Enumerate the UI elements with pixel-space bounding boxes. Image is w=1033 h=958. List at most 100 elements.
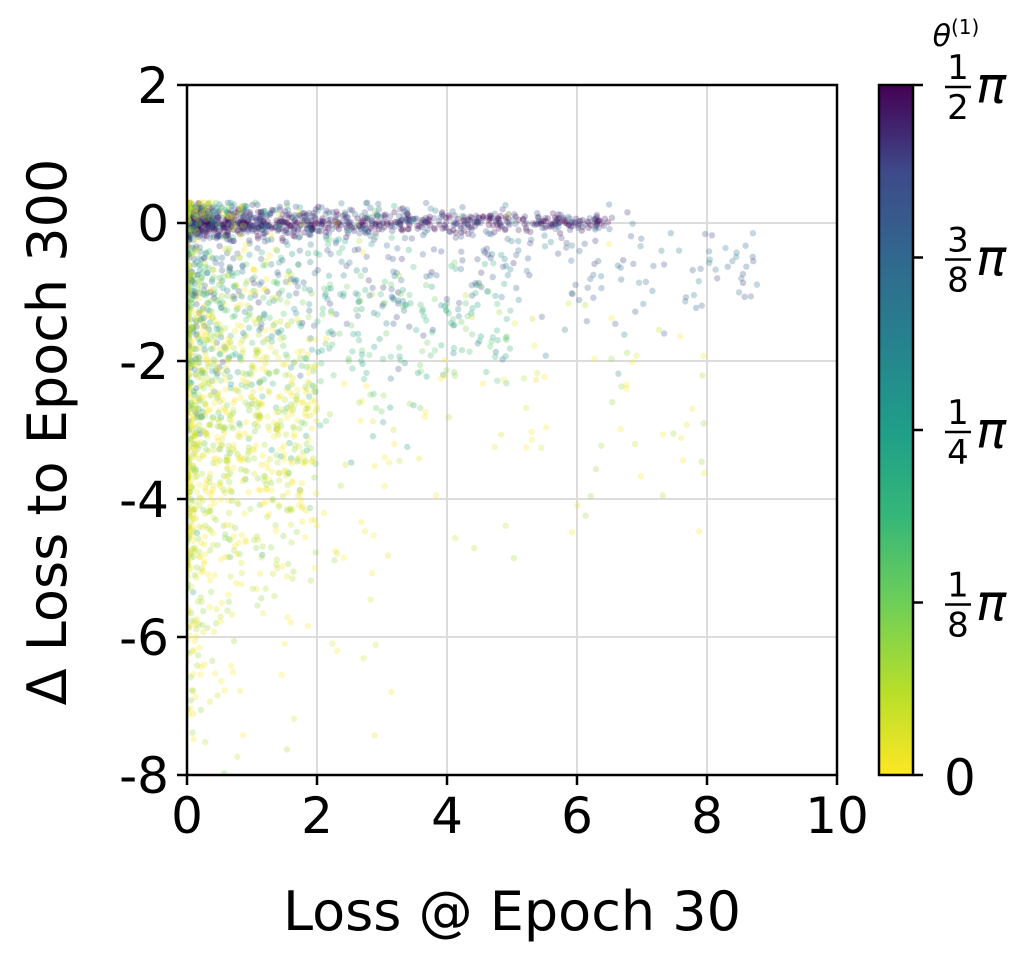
scatter-point [213, 325, 220, 333]
scatter-point [234, 433, 242, 440]
scatter-point [317, 378, 324, 385]
scatter-point [277, 215, 285, 222]
scatter-point [308, 222, 315, 229]
scatter-point [309, 224, 316, 231]
scatter-point [196, 261, 203, 269]
scatter-point [404, 210, 411, 217]
scatter-point [313, 406, 321, 414]
scatter-point [210, 266, 217, 274]
scatter-point [215, 232, 223, 239]
scatter-point [205, 421, 212, 429]
scatter-point [381, 213, 389, 221]
scatter-point [201, 212, 209, 220]
scatter-point [275, 503, 283, 510]
scatter-point [460, 227, 468, 235]
scatter-point [396, 218, 403, 226]
scatter-point [208, 488, 216, 496]
scatter-point [349, 348, 356, 355]
scatter-point [394, 245, 401, 252]
scatter-point [274, 459, 281, 466]
scatter-point [218, 254, 226, 261]
scatter-point [259, 226, 266, 233]
scatter-point [307, 577, 315, 584]
scatter-point [204, 289, 211, 297]
scatter-point [743, 263, 750, 270]
scatter-point [385, 253, 392, 261]
scatter-point [187, 210, 195, 217]
pi-symbol: π [976, 575, 1007, 633]
scatter-point [187, 379, 194, 386]
scatter-point [367, 391, 374, 398]
scatter-point [421, 218, 429, 225]
scatter-point [193, 225, 200, 232]
scatter-point [466, 348, 473, 355]
scatter-point [364, 216, 371, 223]
scatter-point [396, 353, 403, 360]
scatter-point [697, 265, 704, 272]
scatter-point [192, 429, 199, 436]
scatter-point [282, 431, 290, 438]
scatter-point [677, 434, 685, 442]
scatter-point [340, 290, 347, 297]
scatter-point [187, 221, 193, 228]
scatter-point [534, 210, 541, 217]
scatter-point [194, 224, 201, 231]
scatter-point [187, 467, 194, 474]
scatter-point [659, 431, 667, 438]
scatter-point [733, 249, 740, 256]
scatter-point [224, 335, 232, 343]
scatter-point [605, 240, 613, 247]
scatter-point [227, 553, 234, 561]
scatter-point [395, 272, 403, 279]
scatter-point [202, 250, 209, 258]
scatter-point [274, 223, 281, 230]
scatter-point [242, 399, 249, 406]
scatter-point [314, 318, 321, 325]
scatter-point [438, 248, 445, 255]
scatter-point [230, 219, 237, 226]
scatter-point [325, 272, 333, 279]
scatter-point [227, 662, 235, 670]
scatter-point [189, 236, 197, 244]
scatter-point [370, 309, 378, 317]
scatter-point [386, 459, 393, 466]
scatter-point [196, 203, 203, 210]
scatter-point [187, 306, 193, 314]
scatter-point [594, 217, 601, 225]
scatter-point [209, 218, 216, 225]
scatter-point [405, 212, 412, 219]
scatter-point [246, 310, 254, 318]
scatter-point [206, 603, 213, 611]
scatter-point [554, 220, 562, 227]
scatter-point [200, 209, 208, 217]
scatter-point [238, 357, 245, 364]
scatter-point [357, 297, 364, 305]
scatter-point [279, 562, 286, 570]
scatter-point [196, 430, 204, 437]
scatter-point [240, 207, 247, 215]
scatter-point [362, 200, 370, 207]
scatter-point [419, 348, 426, 355]
scatter-point [397, 206, 404, 213]
scatter-point [283, 219, 290, 226]
scatter-point [429, 328, 436, 336]
scatter-point [310, 322, 318, 329]
scatter-point [327, 216, 334, 223]
scatter-point [245, 324, 253, 332]
scatter-point [205, 326, 213, 333]
scatter-point [232, 209, 239, 216]
fraction-numerator: 1 [947, 566, 969, 606]
scatter-point [219, 222, 227, 229]
scatter-point [450, 322, 457, 329]
scatter-point [274, 328, 281, 336]
scatter-point [224, 213, 231, 220]
scatter-point [329, 331, 337, 338]
scatter-point [305, 231, 312, 238]
scatter-point [410, 216, 417, 223]
x-axis-ticks: 0 2 4 6 8 10 [171, 775, 869, 845]
scatter-point [282, 238, 289, 245]
scatter-point [201, 221, 209, 229]
scatter-point [195, 220, 202, 227]
scatter-point [218, 220, 225, 228]
scatter-point [272, 522, 279, 529]
